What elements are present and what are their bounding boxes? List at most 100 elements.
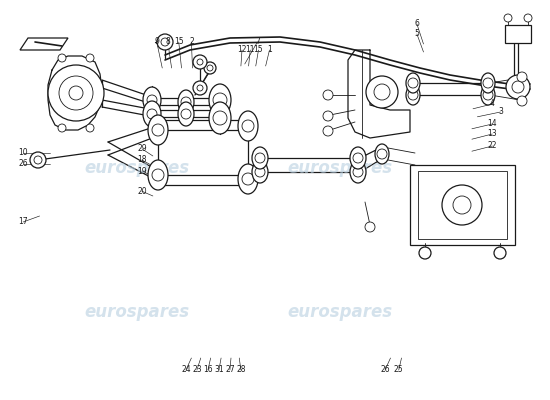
Ellipse shape xyxy=(148,115,168,145)
Circle shape xyxy=(419,247,431,259)
Circle shape xyxy=(353,167,363,177)
Circle shape xyxy=(58,124,66,132)
Circle shape xyxy=(353,153,363,163)
Circle shape xyxy=(197,59,203,65)
Circle shape xyxy=(365,222,375,232)
Text: 2: 2 xyxy=(189,38,194,46)
Bar xyxy=(505,25,531,43)
Text: 24: 24 xyxy=(181,366,191,374)
Circle shape xyxy=(86,124,94,132)
Ellipse shape xyxy=(238,164,258,194)
Text: 14: 14 xyxy=(487,120,497,128)
Polygon shape xyxy=(20,38,68,50)
Circle shape xyxy=(408,90,418,100)
Text: 4: 4 xyxy=(490,100,494,108)
Text: 20: 20 xyxy=(137,187,147,196)
Text: 17: 17 xyxy=(18,218,28,226)
Text: eurospares: eurospares xyxy=(85,303,190,321)
Circle shape xyxy=(147,95,157,105)
Circle shape xyxy=(483,78,493,88)
Circle shape xyxy=(59,76,93,110)
Circle shape xyxy=(213,111,227,125)
Text: eurospares: eurospares xyxy=(288,159,393,177)
Text: 27: 27 xyxy=(225,366,235,374)
Bar xyxy=(418,171,507,239)
Text: eurospares: eurospares xyxy=(85,159,190,177)
Circle shape xyxy=(323,126,333,136)
Circle shape xyxy=(161,38,169,46)
Ellipse shape xyxy=(350,147,366,169)
Text: 26: 26 xyxy=(380,366,390,374)
Circle shape xyxy=(48,65,104,121)
Ellipse shape xyxy=(406,73,420,93)
Ellipse shape xyxy=(481,85,495,105)
Circle shape xyxy=(207,65,213,71)
Ellipse shape xyxy=(406,85,420,105)
Text: 12: 12 xyxy=(237,46,247,54)
Ellipse shape xyxy=(252,147,268,169)
Circle shape xyxy=(181,109,191,119)
Circle shape xyxy=(504,14,512,22)
Circle shape xyxy=(255,153,265,163)
Text: 16: 16 xyxy=(203,366,213,374)
Circle shape xyxy=(213,93,227,107)
Circle shape xyxy=(147,109,157,119)
Bar xyxy=(410,165,515,245)
Text: 3: 3 xyxy=(498,108,503,116)
Ellipse shape xyxy=(143,101,161,127)
Text: 13: 13 xyxy=(487,130,497,138)
Ellipse shape xyxy=(350,161,366,183)
Text: eurospares: eurospares xyxy=(288,303,393,321)
Text: 29: 29 xyxy=(137,144,147,153)
Ellipse shape xyxy=(209,84,231,116)
Circle shape xyxy=(494,247,506,259)
Circle shape xyxy=(152,124,164,136)
Ellipse shape xyxy=(178,102,194,126)
Circle shape xyxy=(197,85,203,91)
Text: 31: 31 xyxy=(214,366,224,374)
Text: 7: 7 xyxy=(255,38,260,46)
Text: 8: 8 xyxy=(166,38,170,46)
Circle shape xyxy=(34,156,42,164)
Text: 15: 15 xyxy=(254,46,263,54)
Circle shape xyxy=(374,84,390,100)
Text: 1: 1 xyxy=(267,46,272,54)
Text: 10: 10 xyxy=(18,148,28,157)
Text: 11: 11 xyxy=(245,46,255,54)
Text: 15: 15 xyxy=(174,38,184,46)
Circle shape xyxy=(323,111,333,121)
Text: 19: 19 xyxy=(137,167,147,176)
Circle shape xyxy=(366,76,398,108)
Text: 9: 9 xyxy=(155,38,159,46)
Circle shape xyxy=(323,90,333,100)
Circle shape xyxy=(193,55,207,69)
Circle shape xyxy=(242,120,254,132)
Ellipse shape xyxy=(238,111,258,141)
Ellipse shape xyxy=(143,87,161,113)
Text: 28: 28 xyxy=(236,366,246,374)
Text: 26: 26 xyxy=(18,160,28,168)
Ellipse shape xyxy=(178,90,194,114)
Circle shape xyxy=(58,54,66,62)
Circle shape xyxy=(255,167,265,177)
Text: 23: 23 xyxy=(192,366,202,374)
Circle shape xyxy=(377,149,387,159)
Circle shape xyxy=(517,72,527,82)
Text: 25: 25 xyxy=(394,366,404,374)
Circle shape xyxy=(483,90,493,100)
Text: 18: 18 xyxy=(137,156,147,164)
Circle shape xyxy=(181,97,191,107)
Circle shape xyxy=(204,62,216,74)
Circle shape xyxy=(242,173,254,185)
Circle shape xyxy=(193,81,207,95)
Circle shape xyxy=(69,86,83,100)
Ellipse shape xyxy=(375,144,389,164)
Circle shape xyxy=(30,152,46,168)
Circle shape xyxy=(453,196,471,214)
Circle shape xyxy=(524,14,532,22)
Circle shape xyxy=(512,81,524,93)
Ellipse shape xyxy=(252,161,268,183)
Circle shape xyxy=(152,169,164,181)
Text: 6: 6 xyxy=(415,20,419,28)
Circle shape xyxy=(408,78,418,88)
